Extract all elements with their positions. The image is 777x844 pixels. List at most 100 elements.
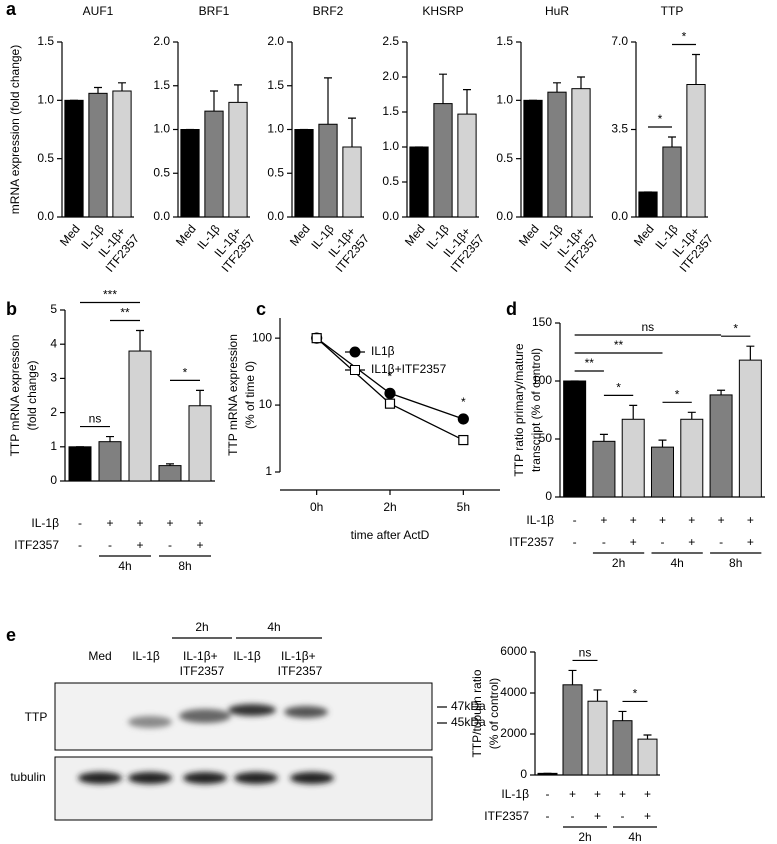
- y-tick-label: 0.5: [496, 151, 513, 165]
- y-tick-label: 0.0: [611, 209, 628, 223]
- chart-title: TTP: [661, 4, 684, 18]
- y-tick-label: 0.5: [37, 151, 54, 165]
- y-axis-label: (fold change): [25, 360, 39, 430]
- bar: [204, 110, 224, 218]
- panel-letter: a: [6, 0, 17, 19]
- marker: [458, 434, 469, 446]
- legend-marker: [350, 365, 360, 375]
- group-label: 2h: [612, 556, 625, 570]
- y-tick-label: 6000: [500, 644, 527, 658]
- treatment-sign: +: [196, 538, 203, 552]
- error-bar: [643, 734, 652, 740]
- bar: [587, 700, 608, 776]
- bar: [64, 99, 84, 218]
- bar: [651, 446, 674, 498]
- significance-label: *: [675, 387, 680, 401]
- treatment-name: ITF2357: [14, 538, 59, 552]
- y-tick-label: 0: [520, 767, 527, 781]
- marker: [384, 387, 396, 399]
- treatment-sign: +: [594, 809, 601, 823]
- treatment-name: IL-1β: [501, 787, 529, 801]
- significance-label: *: [183, 366, 188, 380]
- blot-membrane: [54, 756, 433, 821]
- error-bar: [118, 82, 126, 91]
- bar: [571, 88, 591, 218]
- group-label: 4h: [670, 556, 683, 570]
- band: [183, 772, 227, 784]
- y-axis-label: TTP ratio primary/mature: [512, 343, 526, 476]
- bar: [409, 146, 429, 218]
- x-axis-label: time after ActD: [351, 528, 430, 542]
- y-axis-label: transcript (% of control): [529, 348, 543, 472]
- treatment-sign: -: [621, 809, 625, 823]
- group-label: 2h: [578, 830, 591, 844]
- band: [128, 772, 172, 784]
- y-tick-label: 7.0: [611, 34, 628, 48]
- bar: [294, 129, 314, 218]
- significance-label: ***: [103, 288, 117, 302]
- y-tick-label: 1.0: [496, 93, 513, 107]
- treatment-sign: -: [168, 538, 172, 552]
- x-tick-label: 0h: [310, 500, 323, 514]
- significance-label: *: [633, 687, 638, 701]
- treatment-sign: +: [718, 513, 725, 527]
- error-bar: [568, 669, 577, 685]
- y-tick-label: 3.5: [611, 122, 628, 136]
- y-axis-label: mRNA expression (fold change): [8, 45, 22, 214]
- row-label: TTP: [25, 710, 48, 724]
- annotation: *: [461, 395, 466, 409]
- treatment-sign: +: [569, 787, 576, 801]
- treatment-sign: +: [747, 535, 754, 549]
- chart-title: BRF2: [313, 4, 344, 18]
- lane-label: IL-1β: [233, 649, 261, 663]
- chart-title: AUF1: [83, 4, 114, 18]
- treatment-sign: -: [661, 535, 665, 549]
- bar: [180, 129, 200, 218]
- y-axis-label: TTP mRNA expression: [226, 334, 240, 456]
- treatment-sign: +: [644, 809, 651, 823]
- treatment-sign: +: [136, 538, 143, 552]
- error-bar: [692, 53, 700, 85]
- error-bar: [439, 73, 447, 104]
- row-label: tubulin: [10, 770, 45, 784]
- x-tick-label: 2h: [383, 500, 396, 514]
- size-marker: 47kDa: [451, 699, 486, 713]
- error-bar: [746, 345, 755, 361]
- time-label: 4h: [267, 620, 280, 634]
- western-blot: 2h 4h Med IL-1β IL-1β+ ITF2357 IL-1β IL-…: [10, 620, 486, 821]
- significance-label: **: [585, 356, 595, 370]
- bar: [433, 103, 453, 218]
- size-marker: 45kDa: [451, 715, 486, 729]
- y-axis-label: TTP/tubulin ratio: [470, 669, 484, 757]
- lane-label: IL-1β+ ITF2357: [278, 649, 323, 678]
- y-tick-label: 5: [50, 302, 57, 316]
- significance-label: ns: [642, 320, 655, 334]
- significance-label: *: [616, 381, 621, 395]
- treatment-name: ITF2357: [509, 535, 554, 549]
- y-tick-label: 2.0: [153, 34, 170, 48]
- y-tick-label: 0: [50, 473, 57, 487]
- y-tick-label: 0.0: [496, 209, 513, 223]
- y-tick-label: 1.5: [496, 34, 513, 48]
- y-tick-label: 0.0: [382, 209, 399, 223]
- y-tick-label: 1.5: [382, 104, 399, 118]
- treatment-sign: +: [136, 516, 143, 530]
- bar: [709, 394, 733, 498]
- treatment-sign: +: [600, 513, 607, 527]
- treatment-name: ITF2357: [484, 809, 529, 823]
- blot-membrane: [54, 682, 433, 751]
- y-tick-label: 0.5: [267, 165, 284, 179]
- group-label: 8h: [729, 556, 742, 570]
- y-tick-label: 1.5: [267, 78, 284, 92]
- treatment-sign: +: [594, 787, 601, 801]
- band: [128, 716, 172, 728]
- treatment-sign: -: [546, 787, 550, 801]
- y-tick-label: 1.5: [37, 34, 54, 48]
- error-bar: [618, 710, 627, 721]
- treatment-sign: -: [571, 809, 575, 823]
- treatment-sign: +: [688, 513, 695, 527]
- lane-label: Med: [88, 649, 111, 663]
- y-tick-label: 1: [50, 439, 57, 453]
- treatment-sign: -: [573, 535, 577, 549]
- bar: [662, 146, 682, 218]
